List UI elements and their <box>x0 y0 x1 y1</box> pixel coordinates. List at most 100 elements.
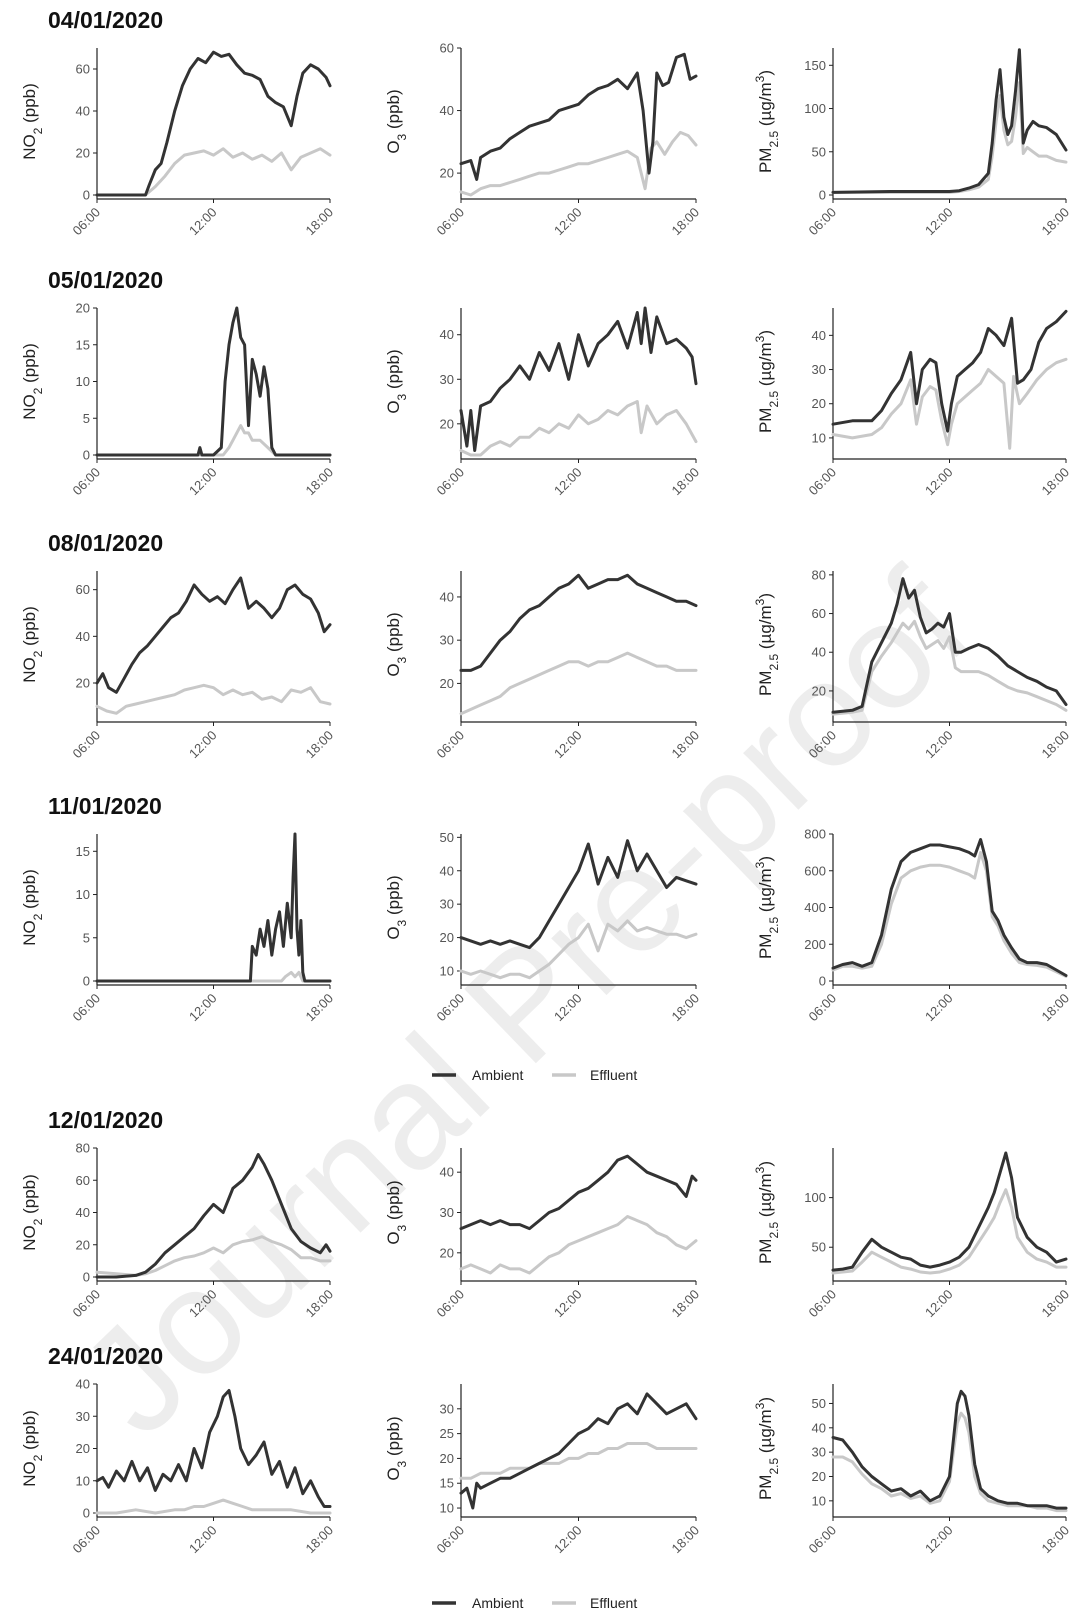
x-tick-label: 12:00 <box>186 465 220 499</box>
y-tick-label: 40 <box>440 863 454 878</box>
x-tick-label: 06:00 <box>806 465 840 499</box>
day-group-1: 05/01/2020 0 5 10 15 20 06:00 12:00 18:00 NO2 (pp… <box>20 267 1072 498</box>
y-tick-label: 50 <box>812 1396 826 1411</box>
series-line-ambient <box>95 1153 332 1279</box>
y-tick-label: 20 <box>440 416 454 431</box>
legend-label-ambient: Ambient <box>472 1595 523 1611</box>
x-tick-label: 12:00 <box>551 1287 585 1321</box>
x-tick-label: 18:00 <box>1039 205 1073 239</box>
series-line-ambient <box>459 1154 698 1231</box>
x-tick-label: 06:00 <box>434 205 468 239</box>
y-tick-label: 100 <box>804 1190 826 1205</box>
x-tick-label: 12:00 <box>922 991 956 1025</box>
y-tick-label: 30 <box>440 1401 454 1416</box>
y-tick-label: 20 <box>76 1237 90 1252</box>
x-tick-label: 06:00 <box>806 1523 840 1557</box>
y-tick-label: 100 <box>804 101 826 116</box>
series-line-ambient <box>831 1151 1068 1272</box>
y-tick-label: 0 <box>83 188 90 203</box>
y-tick-label: 40 <box>440 327 454 342</box>
y-tick-label: 30 <box>812 362 826 377</box>
panel-no2: 20 40 60 06:00 12:00 18:00 NO2 (ppb) <box>20 571 336 761</box>
x-tick-label: 06:00 <box>806 205 840 239</box>
series-line-effluent <box>95 1498 332 1515</box>
x-tick-label: 18:00 <box>303 991 337 1025</box>
y-axis-label: O3 (ppb) <box>384 349 409 413</box>
y-tick-label: 30 <box>440 1205 454 1220</box>
y-tick-label: 0 <box>83 974 90 989</box>
x-tick-label: 06:00 <box>70 1523 104 1557</box>
x-tick-label: 12:00 <box>922 465 956 499</box>
y-axis-label: NO2 (ppb) <box>20 606 45 683</box>
series-line-effluent <box>459 1215 698 1275</box>
day-title: 24/01/2020 <box>48 1343 163 1369</box>
series-line-effluent <box>831 357 1068 450</box>
y-tick-label: 50 <box>812 1240 826 1255</box>
y-tick-label: 40 <box>440 589 454 604</box>
panel-o3: 20 40 60 06:00 12:00 18:00 O3 (ppb) <box>384 41 702 239</box>
series-line-effluent <box>831 1188 1068 1275</box>
series-line-ambient <box>459 52 698 181</box>
x-tick-label: 18:00 <box>303 205 337 239</box>
y-tick-label: 60 <box>440 41 454 56</box>
y-tick-label: 10 <box>76 1473 90 1488</box>
y-tick-label: 15 <box>76 337 90 352</box>
y-tick-label: 800 <box>804 827 826 842</box>
x-tick-label: 12:00 <box>551 465 585 499</box>
y-tick-label: 30 <box>440 372 454 387</box>
y-tick-label: 40 <box>76 1377 90 1392</box>
x-tick-label: 18:00 <box>669 1287 703 1321</box>
x-tick-label: 06:00 <box>434 1523 468 1557</box>
y-tick-label: 20 <box>440 1451 454 1466</box>
x-tick-label: 06:00 <box>806 991 840 1025</box>
x-tick-label: 18:00 <box>1039 991 1073 1025</box>
y-tick-label: 30 <box>76 1409 90 1424</box>
day-title: 11/01/2020 <box>48 793 162 819</box>
y-tick-label: 40 <box>812 645 826 660</box>
panel-pm25: 0 50 100 150 06:00 12:00 18:00 PM2.5 (µg/m3) <box>753 48 1072 238</box>
y-tick-label: 10 <box>812 1493 826 1508</box>
y-axis-label: PM2.5 (µg/m3) <box>753 856 781 959</box>
x-tick-label: 12:00 <box>186 205 220 239</box>
series-line-effluent <box>459 400 698 457</box>
x-tick-label: 18:00 <box>303 728 337 762</box>
y-tick-label: 0 <box>83 448 90 463</box>
series-line-effluent <box>459 1442 698 1480</box>
day-title: 04/01/2020 <box>48 7 163 33</box>
y-tick-label: 0 <box>819 188 826 203</box>
y-axis-label: PM2.5 (µg/m3) <box>753 593 781 696</box>
y-tick-label: 20 <box>440 930 454 945</box>
legend-label-effluent: Effluent <box>590 1067 637 1083</box>
y-tick-label: 50 <box>440 830 454 845</box>
y-tick-label: 20 <box>76 1441 90 1456</box>
y-tick-label: 600 <box>804 863 826 878</box>
series-line-ambient <box>831 577 1068 714</box>
x-tick-label: 18:00 <box>1039 728 1073 762</box>
panel-o3: 20 30 40 06:00 12:00 18:00 O3 (ppb) <box>384 306 703 499</box>
panel-no2: 0 20 40 60 06:00 12:00 18:00 NO2 (ppb) <box>20 48 336 238</box>
y-tick-label: 0 <box>819 974 826 989</box>
y-tick-label: 30 <box>812 1445 826 1460</box>
y-tick-label: 5 <box>83 411 90 426</box>
panel-pm25: 0 200 400 600 800 06:00 12:00 18:00 PM2.5 (µg/m3… <box>753 827 1072 1025</box>
y-axis-label: PM2.5 (µg/m3) <box>753 330 781 433</box>
day-title: 12/01/2020 <box>48 1107 163 1133</box>
y-tick-label: 10 <box>440 1501 454 1516</box>
x-tick-label: 18:00 <box>1039 465 1073 499</box>
x-tick-label: 06:00 <box>806 1287 840 1321</box>
day-title: 05/01/2020 <box>48 267 163 293</box>
y-tick-label: 150 <box>804 58 826 73</box>
y-tick-label: 10 <box>76 887 90 902</box>
x-tick-label: 18:00 <box>1039 1287 1073 1321</box>
y-tick-label: 400 <box>804 900 826 915</box>
x-tick-label: 18:00 <box>303 465 337 499</box>
x-tick-label: 06:00 <box>434 465 468 499</box>
x-tick-label: 18:00 <box>669 465 703 499</box>
y-tick-label: 60 <box>812 606 826 621</box>
series-line-effluent <box>95 970 332 983</box>
y-tick-label: 40 <box>440 1165 454 1180</box>
x-tick-label: 06:00 <box>434 1287 468 1321</box>
y-axis-label: NO2 (ppb) <box>20 1174 45 1251</box>
y-tick-label: 60 <box>76 582 90 597</box>
x-tick-label: 18:00 <box>669 991 703 1025</box>
